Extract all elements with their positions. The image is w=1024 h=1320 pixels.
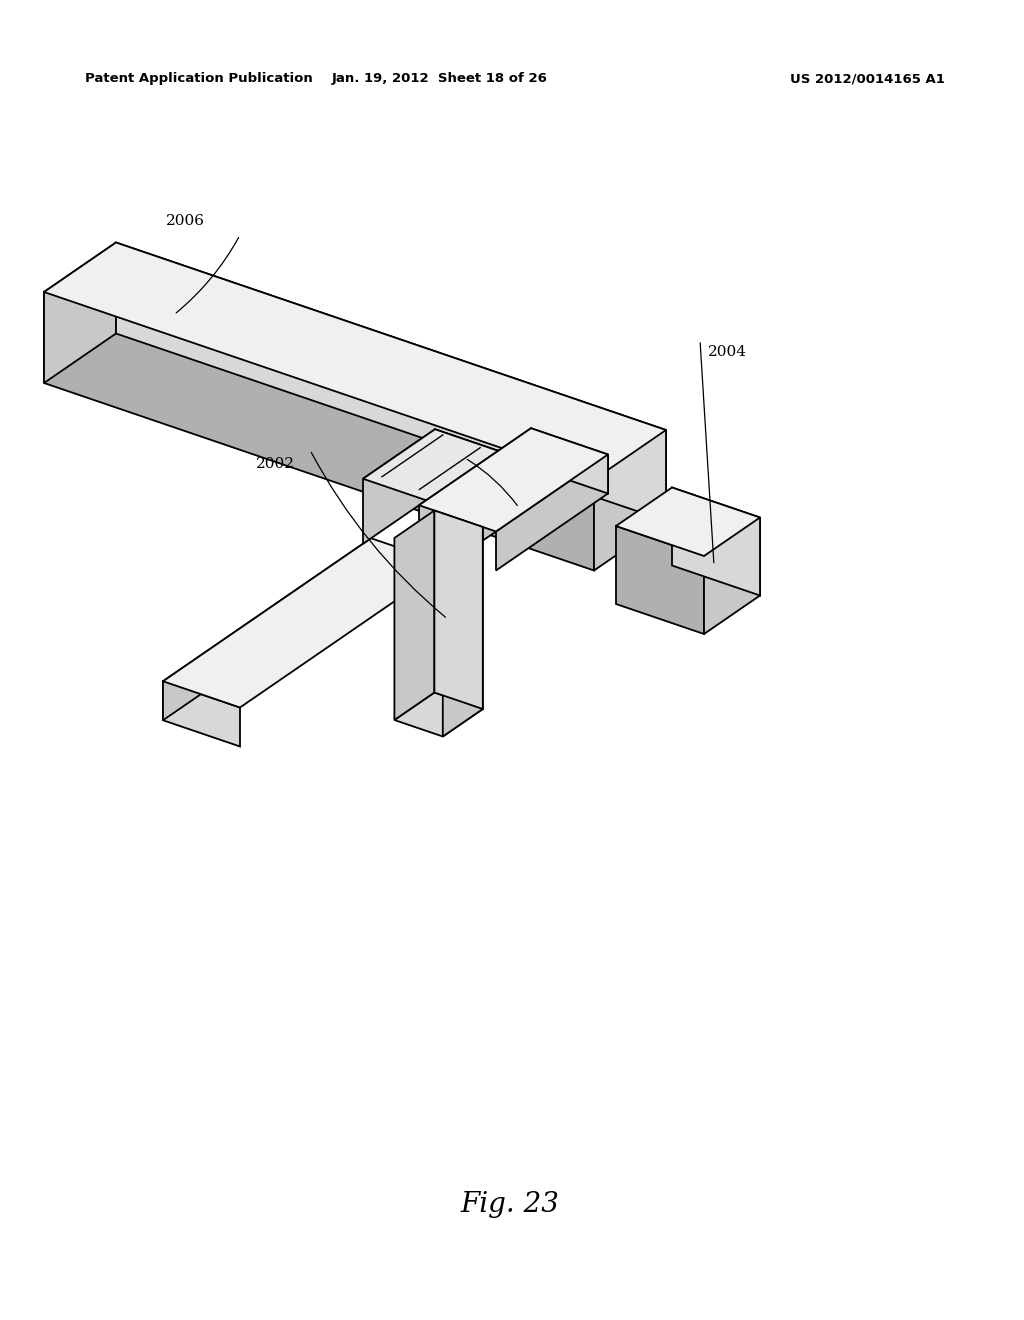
- Text: 2004: 2004: [708, 345, 746, 359]
- Polygon shape: [163, 539, 449, 708]
- Polygon shape: [435, 429, 512, 520]
- Polygon shape: [531, 428, 608, 494]
- Text: Fig. 23: Fig. 23: [461, 1192, 559, 1218]
- Polygon shape: [434, 511, 482, 709]
- Polygon shape: [394, 693, 482, 737]
- Text: US 2012/0014165 A1: US 2012/0014165 A1: [791, 73, 945, 84]
- Polygon shape: [616, 525, 705, 634]
- Polygon shape: [163, 681, 240, 747]
- Polygon shape: [44, 243, 666, 479]
- Polygon shape: [419, 428, 608, 532]
- Polygon shape: [44, 292, 594, 570]
- Polygon shape: [394, 511, 434, 719]
- Text: Patent Application Publication: Patent Application Publication: [85, 73, 312, 84]
- Polygon shape: [496, 454, 608, 570]
- Polygon shape: [705, 517, 760, 634]
- Polygon shape: [616, 487, 760, 556]
- Text: 2006: 2006: [166, 214, 205, 228]
- Polygon shape: [442, 527, 482, 737]
- Polygon shape: [672, 487, 760, 595]
- Polygon shape: [440, 455, 512, 570]
- Polygon shape: [419, 428, 531, 544]
- Polygon shape: [594, 430, 666, 570]
- Polygon shape: [116, 243, 666, 521]
- Text: 2002: 2002: [256, 457, 295, 471]
- Polygon shape: [362, 429, 435, 544]
- Polygon shape: [44, 243, 116, 383]
- Text: Jan. 19, 2012  Sheet 18 of 26: Jan. 19, 2012 Sheet 18 of 26: [332, 73, 548, 84]
- Polygon shape: [362, 429, 512, 506]
- Text: 2008: 2008: [472, 465, 511, 478]
- Polygon shape: [163, 539, 371, 721]
